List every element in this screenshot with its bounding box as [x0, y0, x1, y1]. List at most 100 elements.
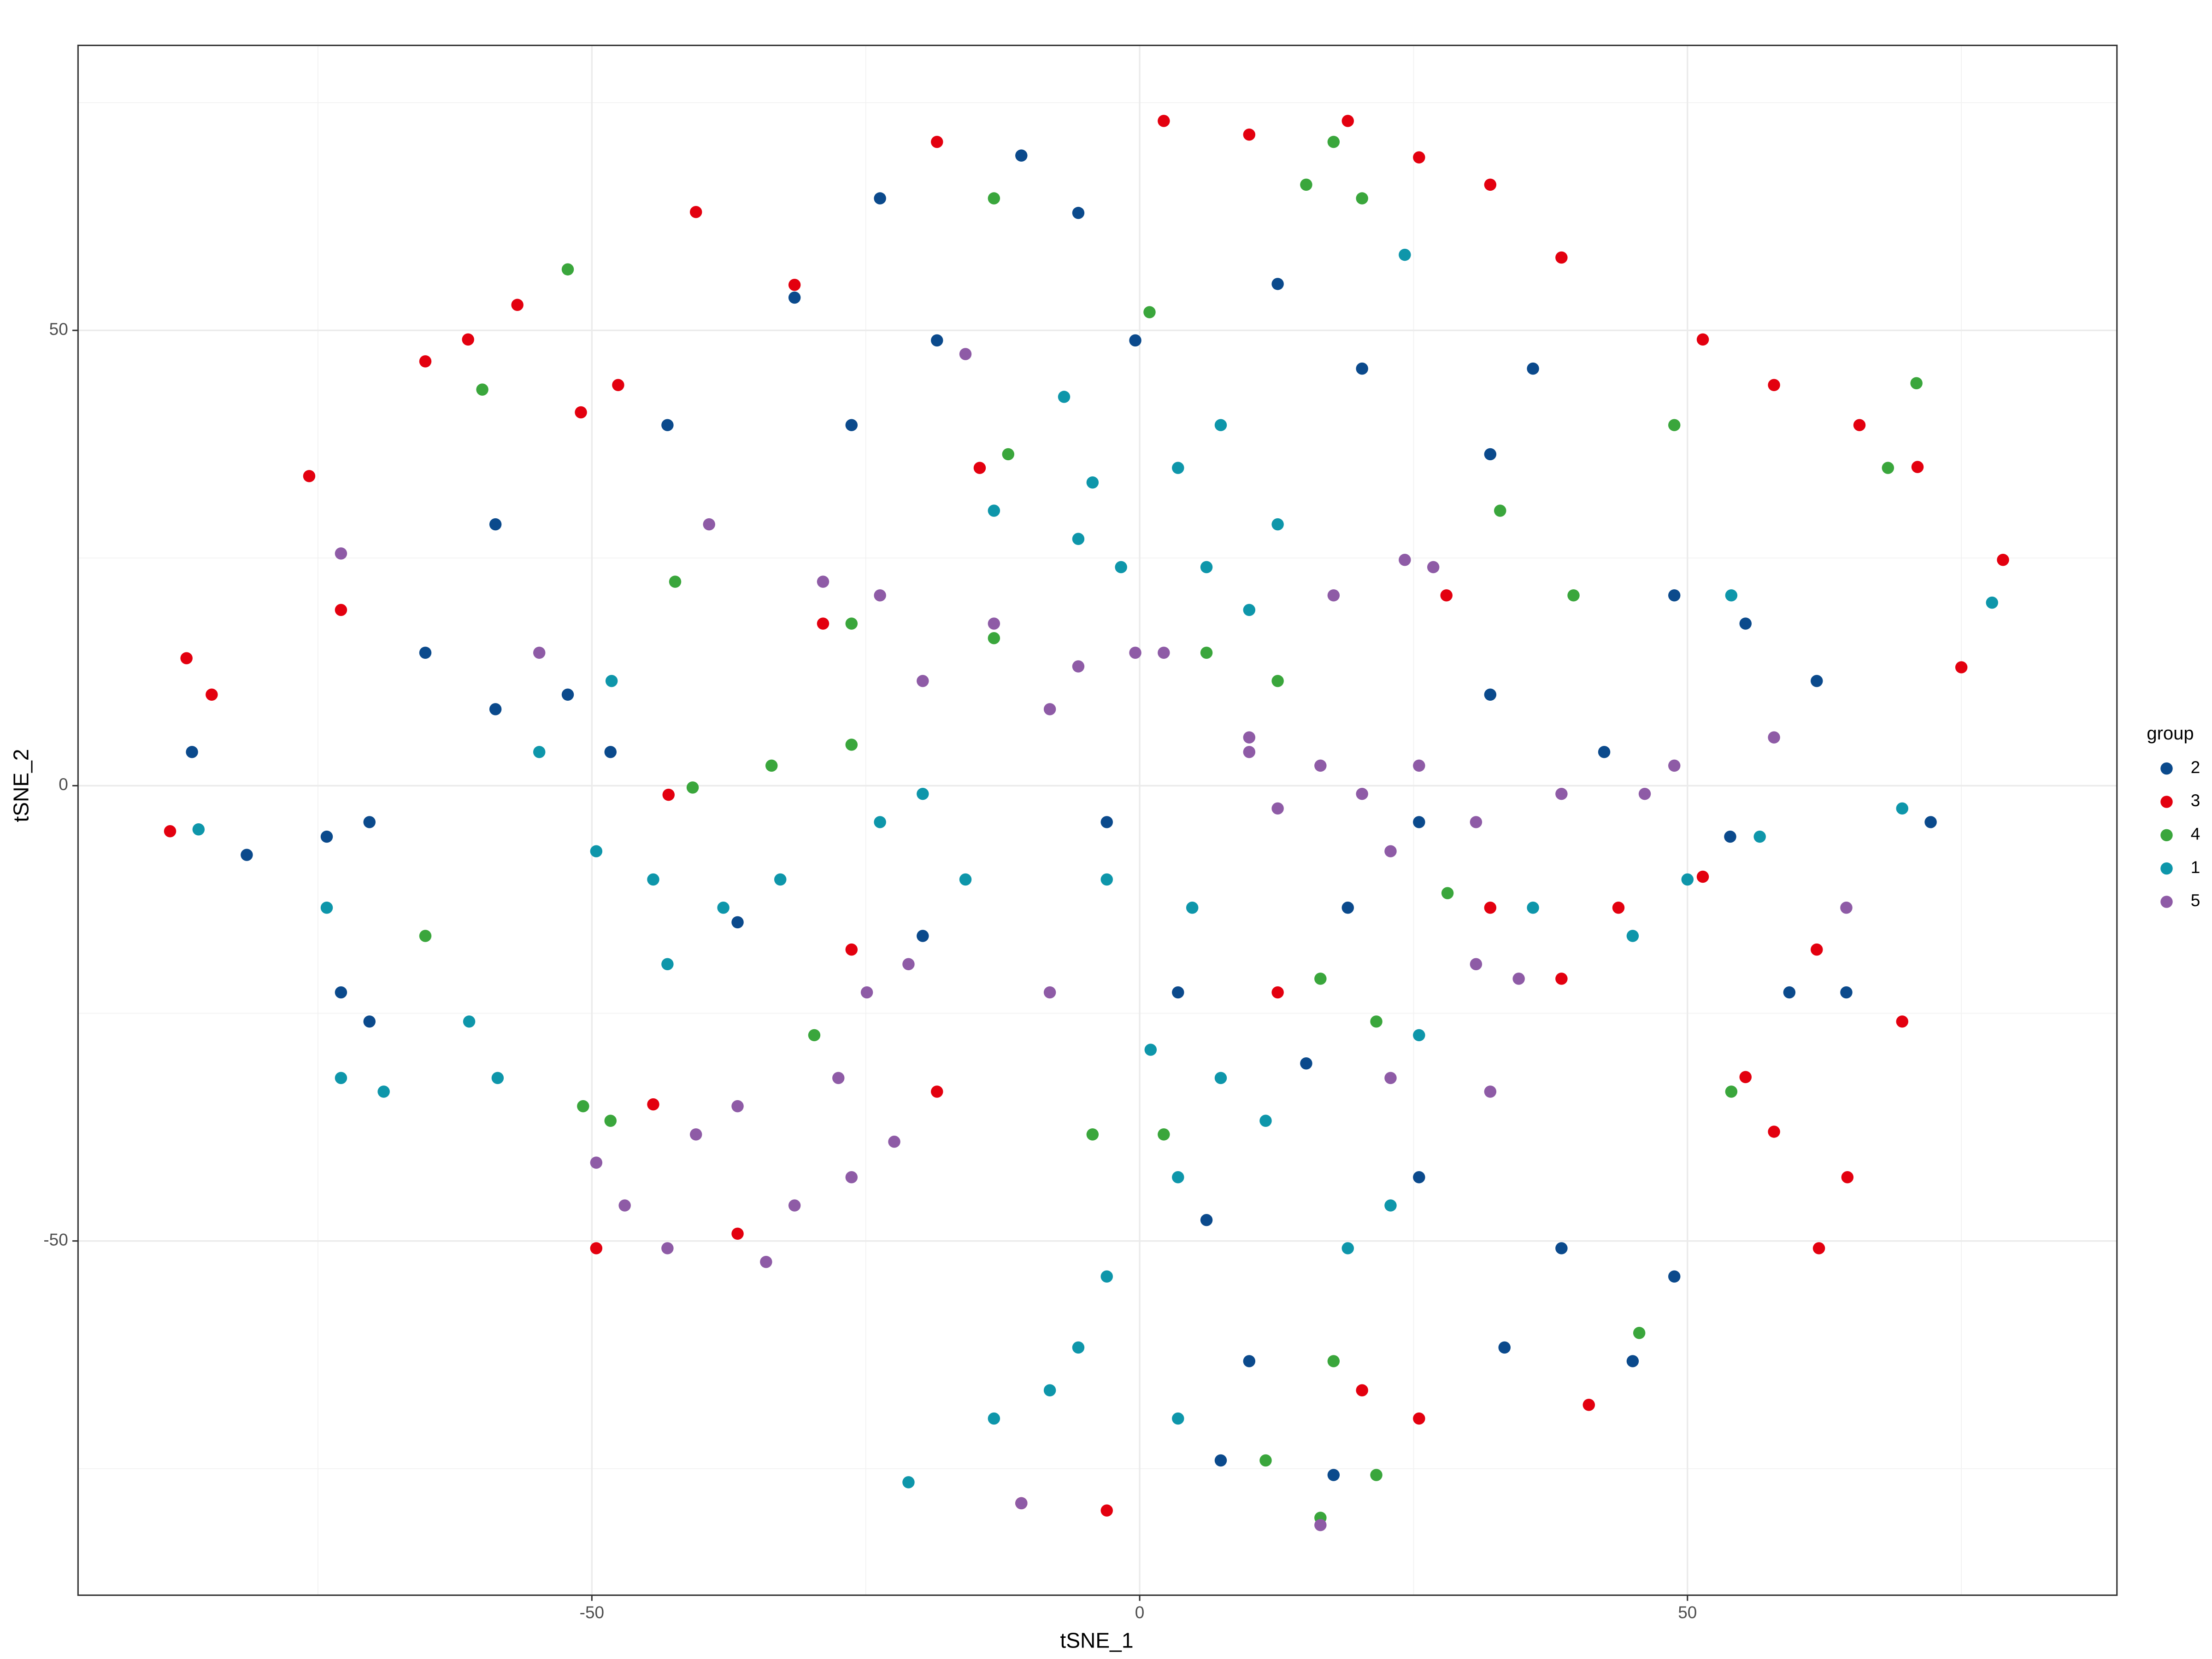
point	[661, 419, 674, 431]
point	[419, 646, 432, 659]
point	[1356, 1384, 1368, 1397]
point	[1910, 377, 1923, 390]
point	[917, 930, 929, 942]
point	[561, 688, 574, 701]
point	[1356, 787, 1368, 800]
point	[1896, 802, 1908, 815]
point	[1441, 887, 1454, 899]
point	[1172, 1171, 1184, 1184]
point	[206, 688, 218, 701]
point	[1259, 1114, 1272, 1127]
legend-swatch	[2160, 796, 2173, 808]
point	[669, 575, 682, 588]
legend-swatch	[2160, 862, 2173, 875]
point	[1668, 1270, 1681, 1283]
point	[1143, 306, 1156, 318]
point	[1413, 151, 1425, 164]
point	[577, 1100, 589, 1113]
y-axis-title: tSNE_2	[9, 749, 33, 822]
point	[1413, 1029, 1425, 1042]
point	[1768, 379, 1780, 391]
point	[1356, 362, 1368, 375]
point	[1783, 986, 1796, 999]
point	[1470, 816, 1483, 828]
point	[930, 1085, 943, 1098]
point	[788, 291, 801, 304]
point	[788, 279, 801, 291]
point	[1129, 334, 1141, 347]
point	[1043, 986, 1056, 999]
point	[1158, 1128, 1170, 1141]
point	[1725, 589, 1738, 602]
point	[959, 873, 972, 886]
point	[1626, 1355, 1639, 1367]
point	[511, 299, 524, 311]
legend-swatch	[2160, 896, 2173, 908]
point	[533, 746, 546, 758]
point	[1527, 902, 1539, 914]
point	[1314, 759, 1327, 772]
point	[561, 263, 574, 276]
point	[1100, 1270, 1113, 1283]
point	[320, 902, 333, 914]
point	[1997, 553, 2009, 566]
point	[1498, 1341, 1511, 1354]
point	[703, 518, 715, 531]
point	[1100, 1504, 1113, 1517]
point	[1681, 873, 1694, 886]
legend-label: 1	[2191, 858, 2200, 877]
y-tick-label: 50	[49, 320, 68, 339]
x-tick-label: -50	[580, 1603, 604, 1622]
point	[462, 333, 474, 346]
point	[1172, 986, 1184, 999]
point	[1002, 448, 1015, 461]
point	[604, 1114, 617, 1127]
point	[1440, 589, 1453, 602]
point	[1668, 419, 1681, 431]
point	[1986, 596, 1998, 609]
point	[1015, 1497, 1028, 1510]
point	[1058, 391, 1071, 403]
point	[662, 788, 675, 801]
point	[1955, 661, 1968, 674]
point	[1327, 589, 1340, 602]
point	[832, 1072, 845, 1085]
point	[845, 617, 858, 630]
point	[1633, 1327, 1646, 1339]
point	[1739, 1071, 1752, 1084]
point	[1200, 1213, 1213, 1226]
point	[1341, 1242, 1354, 1255]
point	[1384, 1199, 1397, 1212]
point	[463, 1015, 476, 1028]
point	[476, 383, 488, 396]
point	[533, 646, 546, 659]
point	[241, 849, 253, 861]
point	[1384, 845, 1397, 857]
point	[1494, 504, 1506, 517]
point	[1555, 787, 1568, 800]
point	[959, 348, 972, 360]
point	[1638, 787, 1651, 800]
point	[1300, 1057, 1312, 1070]
point	[1341, 902, 1354, 914]
point	[491, 1072, 504, 1085]
point	[988, 632, 1000, 645]
point	[1172, 462, 1184, 474]
point	[1811, 943, 1823, 956]
points	[164, 115, 2009, 1531]
point	[760, 1255, 772, 1268]
point	[605, 674, 618, 687]
panel-border	[77, 44, 2118, 1596]
point	[1144, 1043, 1157, 1056]
point	[1696, 333, 1709, 346]
point	[845, 1171, 858, 1184]
point	[186, 746, 198, 758]
point	[888, 1135, 900, 1148]
point	[164, 825, 176, 838]
point	[1612, 902, 1625, 914]
point	[1115, 561, 1127, 574]
point	[320, 830, 333, 843]
point	[335, 547, 347, 560]
